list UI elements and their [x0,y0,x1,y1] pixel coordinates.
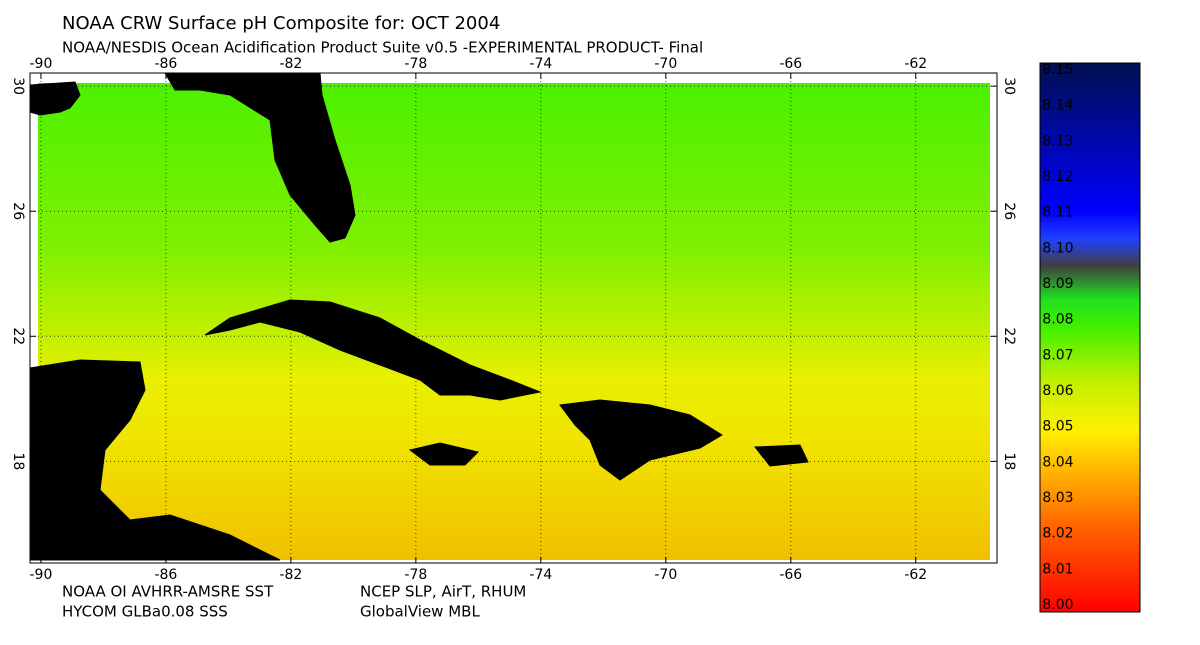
x-tick-label: -74 [529,567,552,583]
map [29,72,998,564]
y-tick-label: 22 [1001,327,1017,345]
y-tick-label: 30 [1001,77,1017,95]
x-tick-label: -90 [29,567,52,583]
x-tick-label: -78 [404,56,427,72]
land [29,72,809,561]
colorbar-tick-label: 8.08 [1042,312,1073,328]
x-tick-label: -86 [154,567,177,583]
credit: NOAA OI AVHRR-AMSRE SST [62,583,274,601]
colorbar-tick-label: 8.01 [1042,561,1073,577]
colorbar-tick-label: 8.06 [1042,383,1073,399]
land-cuba [204,299,542,401]
land-gulf-coast [29,81,81,116]
colorbar-tick-label: 8.07 [1042,347,1073,363]
y-tick-label: 18 [1001,452,1017,470]
credit: NCEP SLP, AirT, RHUM [360,583,526,601]
x-tick-label: -62 [904,567,927,583]
colorbar-tick-label: 8.04 [1042,454,1073,470]
land-puerto-rico [754,444,809,467]
x-tick-label: -90 [29,56,52,72]
x-tick-label: -62 [904,56,927,72]
land-central-america [29,359,281,561]
credit: HYCOM GLBa0.08 SSS [62,603,228,621]
y-tick-label: 30 [10,77,26,95]
x-tick-label: -78 [404,567,427,583]
map-subtitle: NOAA/NESDIS Ocean Acidification Product … [62,39,703,57]
y-tick-label: 18 [10,452,26,470]
colorbar-tick-label: 8.12 [1042,169,1073,185]
credit: GlobalView MBL [360,603,480,621]
colorbar-tick-label: 8.14 [1042,98,1073,114]
y-tick-label: 26 [1001,202,1017,220]
colorbar [1039,62,1141,613]
x-tick-label: -66 [779,56,802,72]
x-tick-label: -66 [779,567,802,583]
colorbar-tick-label: 8.03 [1042,490,1073,506]
map-frame [29,72,998,564]
land-florida [164,72,356,243]
colorbar-tick-label: 8.02 [1042,526,1073,542]
land-jamaica [408,442,479,466]
land-hispaniola [559,399,723,481]
x-tick-label: -82 [279,56,302,72]
colorbar-tick-label: 8.09 [1042,276,1073,292]
y-tick-label: 26 [10,202,26,220]
colorbar-tick-label: 8.13 [1042,133,1073,149]
x-tick-label: -74 [529,56,552,72]
sea-field [38,83,990,560]
colorbar-tick-label: 8.00 [1042,597,1073,613]
colorbar-tick-label: 8.05 [1042,419,1073,435]
colorbar-tick-label: 8.10 [1042,240,1073,256]
x-tick-label: -70 [654,567,677,583]
x-tick-label: -82 [279,567,302,583]
colorbar-tick-label: 8.15 [1042,62,1073,78]
colorbar-tick-label: 8.11 [1042,205,1073,221]
x-tick-label: -70 [654,56,677,72]
y-tick-label: 22 [10,327,26,345]
x-tick-label: -86 [154,56,177,72]
map-title: NOAA CRW Surface pH Composite for: OCT 2… [62,13,500,34]
